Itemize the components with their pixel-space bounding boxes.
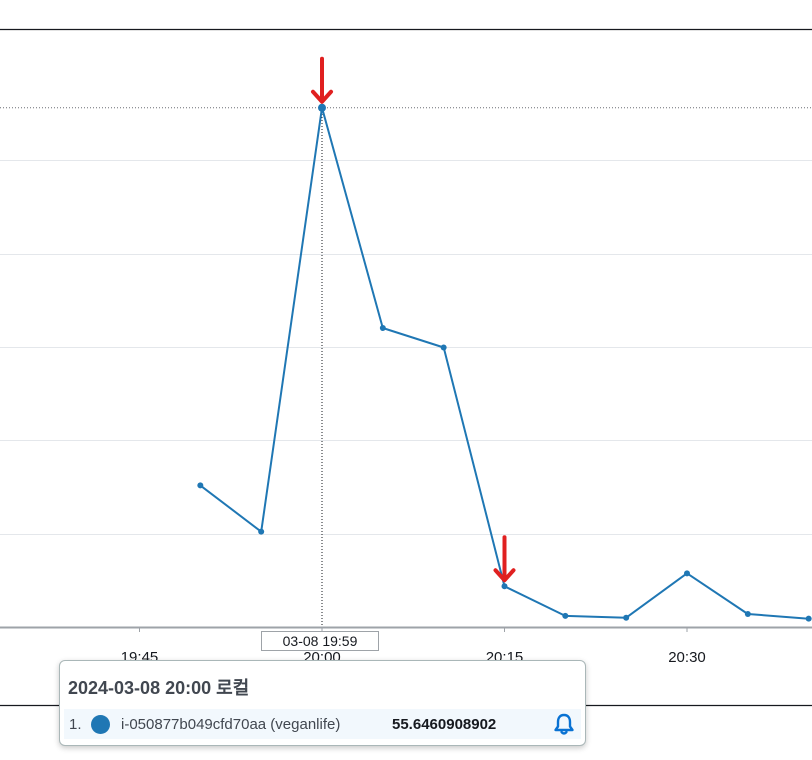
x-tick-label: 20:30: [668, 649, 706, 666]
data-point: [318, 104, 326, 112]
data-point: [441, 344, 447, 350]
data-point: [380, 325, 386, 331]
series-value: 55.6460908902: [392, 716, 496, 733]
data-point: [623, 615, 629, 621]
series-color-dot: [91, 715, 110, 734]
tooltip-row[interactable]: 1. i-050877b049cfd70aa (veganlife) 55.64…: [64, 709, 581, 739]
crosshair-time-label: 03-08 19:59: [261, 631, 379, 651]
data-point: [197, 482, 203, 488]
data-point: [502, 583, 508, 589]
data-point: [684, 570, 690, 576]
data-point: [745, 611, 751, 617]
series-name: i-050877b049cfd70aa (veganlife): [121, 716, 340, 733]
row-index: 1.: [69, 716, 82, 733]
data-tooltip: 2024-03-08 20:00 로컬 1. i-050877b049cfd70…: [59, 660, 586, 746]
bell-icon[interactable]: [551, 711, 577, 737]
data-point: [258, 529, 264, 535]
arrow-annotation: [313, 59, 331, 102]
data-point: [562, 613, 568, 619]
data-point: [806, 616, 812, 622]
tooltip-title: 2024-03-08 20:00 로컬: [68, 674, 249, 700]
